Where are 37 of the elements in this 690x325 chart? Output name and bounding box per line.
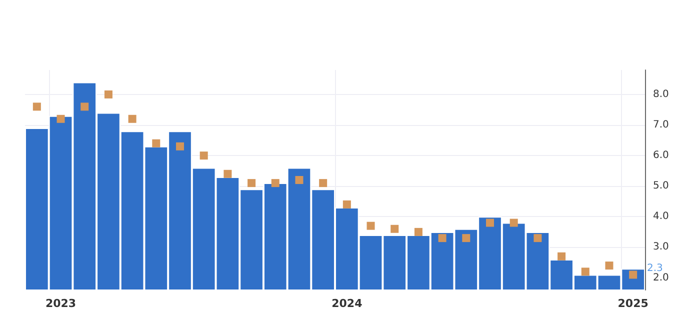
point: [104, 90, 112, 98]
y-tick-label: 2.0: [653, 272, 669, 284]
y-tick-label: 7.0: [653, 120, 669, 130]
point: [319, 179, 328, 188]
point: [462, 234, 470, 242]
point: [152, 139, 160, 148]
point: [271, 179, 280, 188]
x-tick-label: 2023: [45, 297, 76, 310]
point: [32, 102, 41, 111]
point: [224, 170, 232, 178]
point: [390, 224, 399, 233]
y-tick-label: 3.0: [653, 242, 669, 253]
annotation: 2.3: [647, 263, 663, 274]
point: [56, 114, 65, 123]
point: [414, 228, 422, 236]
point: [128, 114, 136, 123]
point: [438, 234, 446, 242]
x-tick-label: 2024: [332, 297, 363, 310]
point: [605, 262, 614, 270]
point: [176, 142, 184, 150]
point: [558, 252, 566, 260]
point: [248, 179, 256, 188]
y-tick-label: 8.0: [653, 88, 669, 100]
x-tick-label: 2025: [618, 297, 648, 310]
point: [80, 102, 89, 111]
point: [342, 200, 351, 208]
point: [534, 234, 542, 242]
point: [581, 268, 590, 276]
y-tick-label: 5.0: [653, 180, 669, 192]
point: [486, 218, 494, 227]
point: [295, 176, 304, 184]
y-tick-label: 4.0: [653, 211, 669, 222]
point: [366, 222, 375, 230]
point: [510, 218, 518, 227]
point: [629, 270, 638, 279]
point: [200, 152, 208, 160]
y-tick-label: 6.0: [653, 150, 669, 162]
